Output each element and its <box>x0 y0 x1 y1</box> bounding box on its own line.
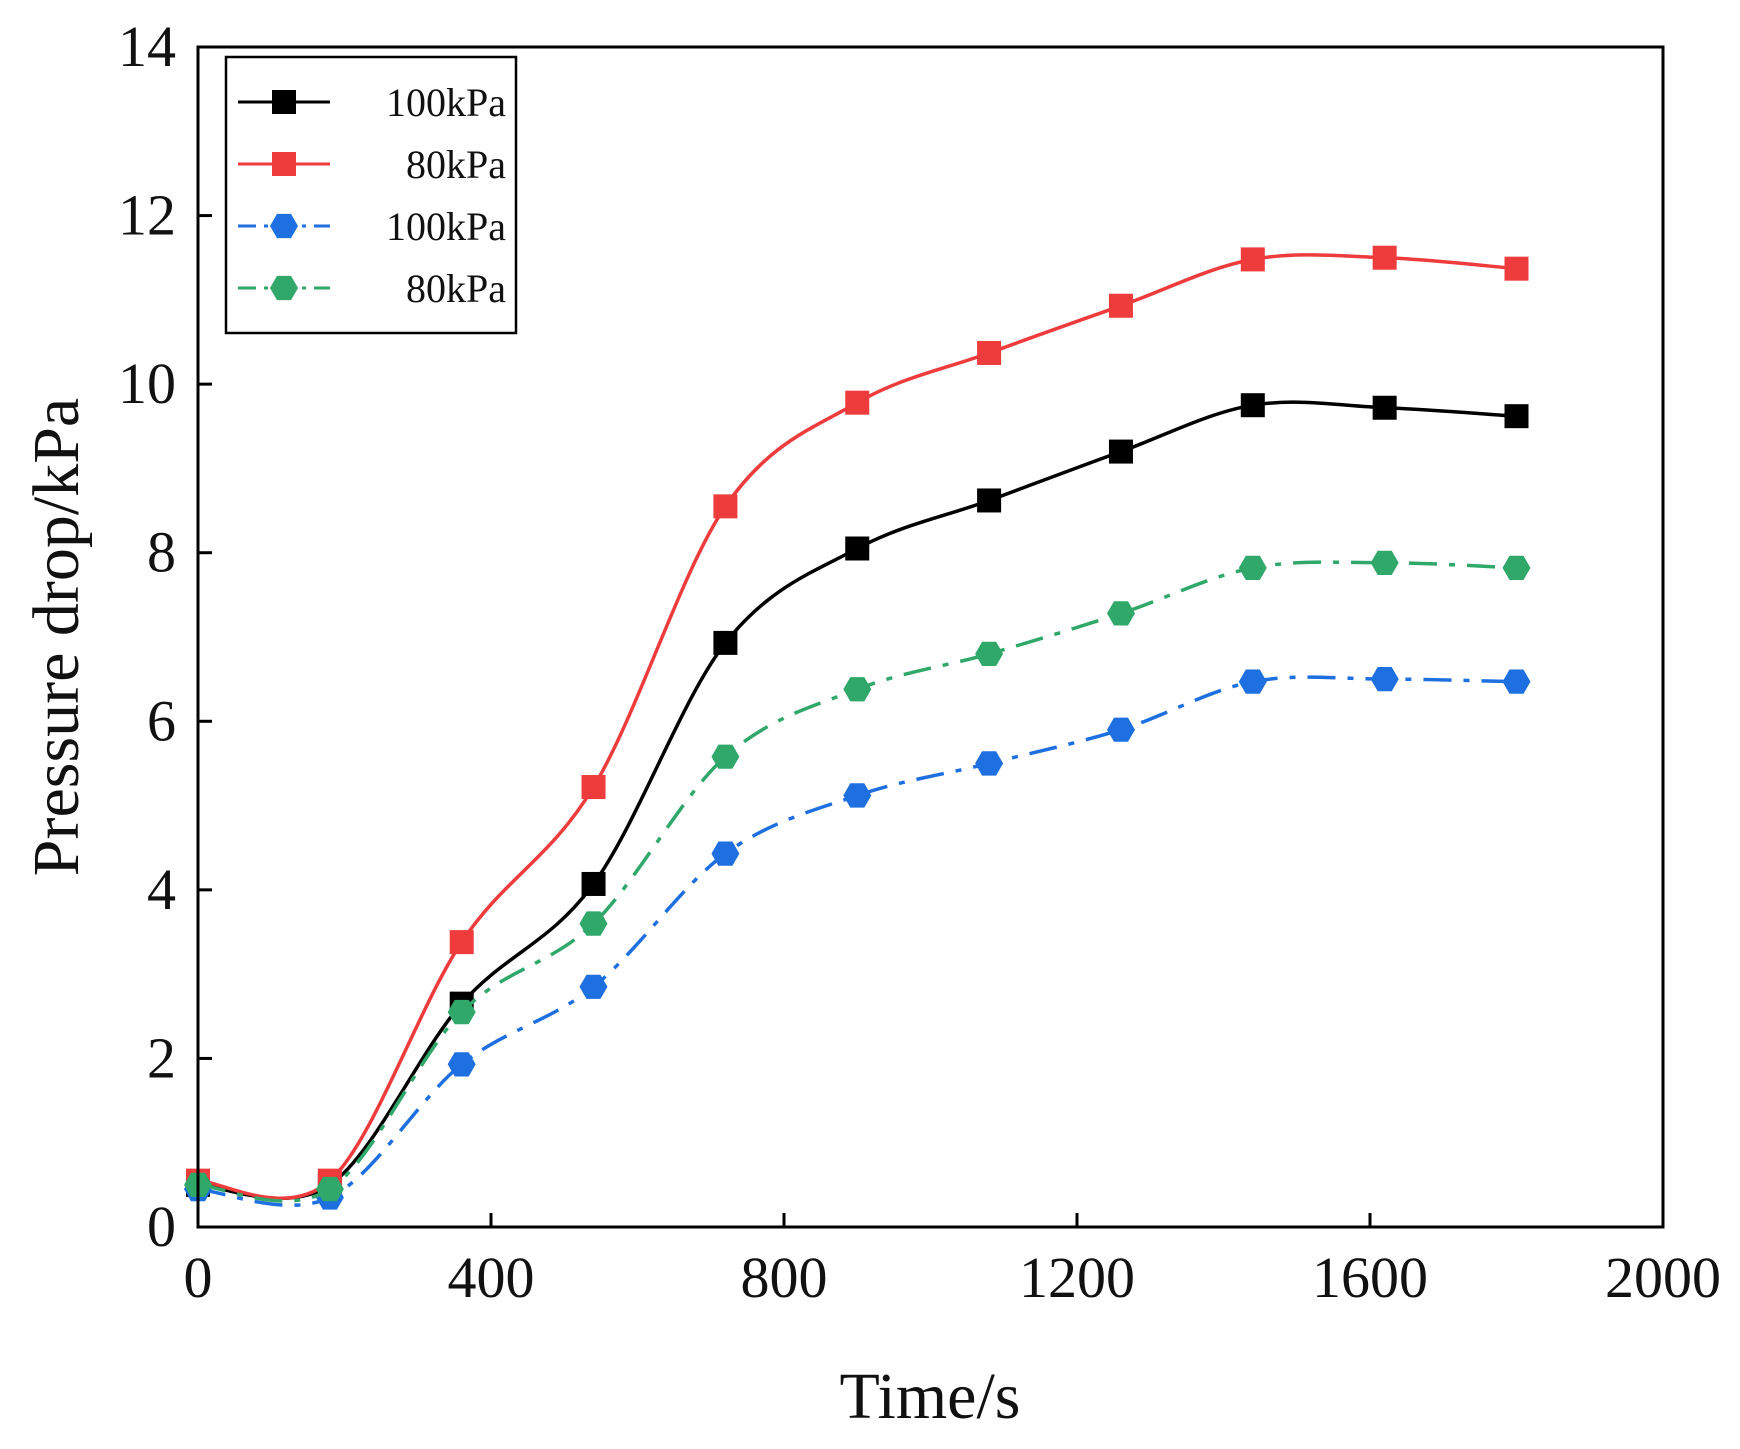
data-point <box>1238 555 1267 580</box>
data-point <box>579 974 608 999</box>
series-line <box>197 675 1517 1207</box>
data-point <box>1240 393 1265 418</box>
data-point <box>711 744 740 769</box>
data-point <box>579 911 608 936</box>
y-tick-label: 8 <box>147 520 176 585</box>
y-tick-label: 10 <box>118 351 176 416</box>
legend-label: 100kPa <box>386 80 506 125</box>
legend-item: 100kPa <box>238 204 506 249</box>
axes-layer: 0 400 800 1200 1600 2000 0 2 4 6 8 10 12 14 <box>118 14 1721 1310</box>
data-point <box>1107 717 1135 742</box>
legend-label: 80kPa <box>406 266 506 311</box>
data-point <box>449 930 474 955</box>
data-point <box>977 340 1002 365</box>
data-point <box>843 783 872 808</box>
series-line <box>197 400 1517 1201</box>
y-axis-title: Pressure drop/kPa <box>20 398 93 876</box>
x-tick-label: 2000 <box>1605 1245 1721 1310</box>
data-point <box>711 841 740 866</box>
data-point <box>581 871 606 896</box>
y-tick-label: 0 <box>147 1194 176 1259</box>
data-point <box>447 999 476 1025</box>
data-point <box>845 390 870 415</box>
series-line <box>197 560 1517 1203</box>
y-tick-label: 2 <box>147 1025 176 1090</box>
data-point <box>1107 601 1135 626</box>
data-point <box>975 751 1004 776</box>
legend-marker <box>270 213 298 239</box>
data-point <box>713 494 738 519</box>
data-point <box>713 630 738 655</box>
data-point <box>1108 439 1133 464</box>
data-point <box>975 641 1004 666</box>
legend-item: 80kPa <box>238 266 506 311</box>
y-tick-label: 4 <box>147 857 176 922</box>
y-tick-label: 14 <box>118 14 176 79</box>
data-point <box>447 1052 476 1077</box>
data-point <box>977 488 1002 513</box>
x-tick-label: 800 <box>741 1245 828 1310</box>
data-point <box>315 1176 344 1202</box>
x-tick-label: 400 <box>448 1245 535 1310</box>
legend-label: 100kPa <box>386 204 506 249</box>
data-point <box>1108 293 1133 318</box>
y-tick-label: 12 <box>118 183 176 248</box>
legend: 100kPa 80kPa 100kPa 80kPa <box>224 55 518 335</box>
data-point <box>1370 550 1399 575</box>
series-4 <box>184 550 1531 1203</box>
legend-item: 80kPa <box>238 142 506 187</box>
data-point <box>1370 667 1399 692</box>
x-tick-label: 0 <box>184 1245 213 1310</box>
data-point <box>843 677 872 702</box>
data-point <box>845 536 870 561</box>
data-point <box>1504 404 1529 429</box>
data-point <box>1238 669 1267 694</box>
data-point <box>1502 555 1531 580</box>
series-layer <box>184 245 1531 1210</box>
data-point <box>1504 256 1529 281</box>
legend-marker <box>270 275 298 301</box>
x-tick-label: 1600 <box>1312 1245 1428 1310</box>
x-tick-label: 1200 <box>1019 1245 1135 1310</box>
data-point <box>1372 395 1397 420</box>
data-point <box>1240 247 1265 272</box>
plot-frame <box>196 45 1665 1229</box>
data-point <box>1372 245 1397 270</box>
legend-item: 100kPa <box>238 80 506 125</box>
legend-label: 80kPa <box>406 142 506 187</box>
data-point <box>1502 669 1531 694</box>
legend-marker <box>272 90 296 114</box>
x-axis-title: Time/s <box>840 1360 1021 1433</box>
y-tick-label: 6 <box>147 688 176 753</box>
data-point <box>581 775 606 800</box>
legend-marker <box>272 152 296 176</box>
